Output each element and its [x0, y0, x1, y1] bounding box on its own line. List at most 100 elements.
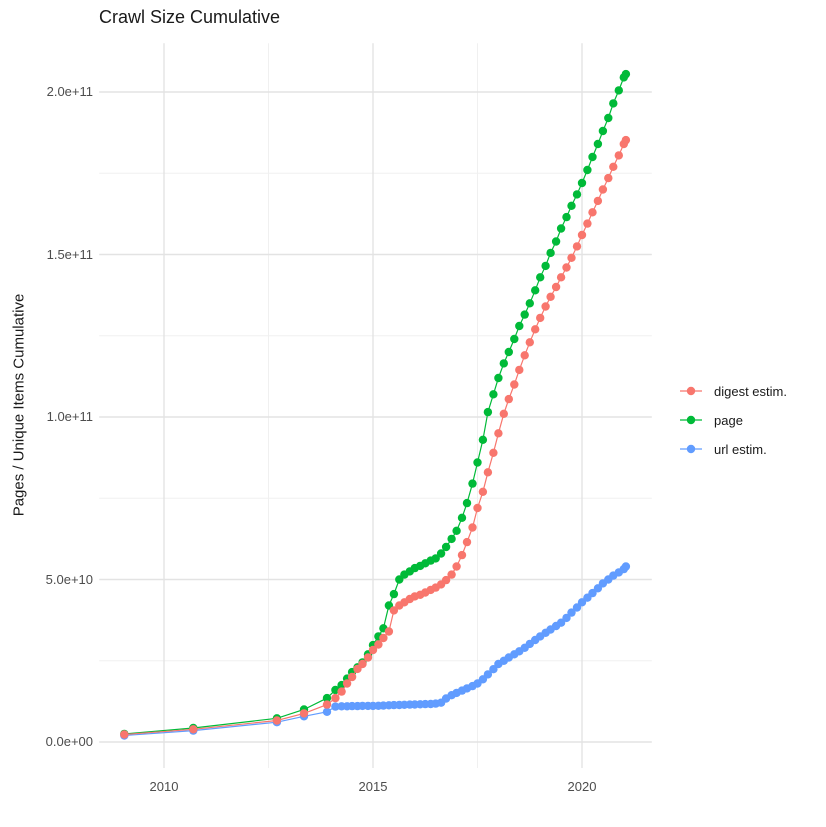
data-point	[478, 435, 488, 444]
data-point	[546, 248, 555, 258]
data-point	[358, 659, 367, 669]
data-point	[567, 253, 576, 262]
data-point	[515, 365, 524, 375]
data-point	[347, 672, 357, 682]
data-point	[567, 201, 576, 210]
data-point	[189, 725, 198, 734]
data-point	[379, 633, 388, 643]
series-page	[120, 69, 631, 739]
data-point	[621, 562, 631, 571]
data-point	[525, 299, 534, 308]
data-point	[520, 351, 529, 360]
legend-key-page-line-dot-icon	[680, 415, 702, 425]
data-point	[556, 618, 566, 627]
data-point	[536, 273, 545, 282]
data-point	[494, 429, 503, 438]
data-point	[546, 292, 555, 301]
data-point	[473, 458, 482, 467]
grid-major	[99, 43, 652, 768]
data-point	[468, 523, 477, 532]
data-point	[331, 693, 340, 703]
data-point	[468, 479, 477, 488]
data-point	[536, 313, 545, 323]
data-point	[462, 537, 472, 547]
data-point	[489, 665, 498, 674]
data-point	[588, 208, 597, 217]
data-point	[577, 178, 587, 188]
data-point	[342, 679, 352, 688]
data-point	[368, 645, 378, 655]
data-point	[441, 542, 451, 552]
data-point	[531, 325, 540, 334]
y-tick-label: 2.0e+11	[46, 84, 93, 99]
data-point	[473, 503, 482, 513]
data-point	[504, 347, 513, 357]
data-point	[598, 126, 608, 136]
data-point	[272, 716, 282, 725]
data-point	[494, 373, 503, 383]
data-point	[322, 707, 332, 716]
data-point	[452, 562, 461, 571]
data-point	[504, 394, 513, 404]
legend-key-dot	[686, 386, 696, 396]
y-tick-label: 1.5e+11	[46, 246, 93, 262]
data-point	[478, 487, 488, 496]
data-point	[483, 407, 493, 417]
legend-entry-digest-estim: digest estim.	[678, 383, 787, 399]
data-point	[588, 152, 597, 162]
y-tick-label: 0.0e+00	[45, 734, 93, 749]
data-point	[337, 687, 346, 696]
legend-key-dot	[686, 444, 696, 454]
data-point	[452, 526, 461, 535]
data-point	[583, 165, 592, 175]
data-point	[431, 554, 440, 563]
data-point	[609, 162, 618, 171]
data-point	[447, 570, 456, 579]
data-point	[621, 135, 631, 145]
data-point	[384, 627, 394, 636]
data-point	[572, 603, 582, 612]
data-point	[483, 670, 493, 679]
legend-label: url estim.	[714, 441, 767, 457]
series-digest-estim-	[120, 135, 631, 739]
y-axis-title: Pages / Unique Items Cumulative	[10, 293, 28, 517]
legend-label: page	[714, 412, 743, 428]
legend-entry-url-estim: url estim.	[678, 441, 787, 457]
legend-key-dot	[686, 415, 696, 425]
data-point	[331, 702, 340, 711]
data-point	[520, 310, 529, 319]
data-point	[604, 173, 613, 183]
data-point	[515, 321, 524, 331]
data-point	[457, 513, 467, 522]
legend-key-digest-line-dot-icon	[680, 386, 702, 396]
data-point	[374, 640, 383, 649]
data-point	[436, 549, 446, 558]
data-point	[510, 334, 519, 344]
data-point	[120, 730, 129, 739]
data-point	[551, 282, 561, 292]
data-point	[389, 606, 399, 615]
data-point	[541, 261, 550, 271]
data-point	[462, 498, 472, 508]
data-point	[551, 237, 561, 246]
data-point	[562, 263, 571, 272]
data-point	[489, 448, 498, 457]
data-point	[322, 693, 332, 703]
x-tick-label: 2010	[149, 779, 179, 794]
data-point	[541, 302, 550, 311]
data-point	[499, 409, 508, 418]
data-point	[572, 190, 582, 199]
legend-entry-page: page	[678, 412, 787, 428]
data-point	[483, 468, 493, 477]
data-point	[441, 575, 451, 585]
data-point	[593, 139, 603, 149]
y-tick-label: 5.0e+10	[45, 571, 93, 587]
chart-title: Crawl Size Cumulative	[99, 7, 281, 27]
data-point	[457, 550, 467, 560]
grid-minor	[99, 43, 652, 768]
data-point	[556, 273, 566, 282]
data-point	[593, 196, 603, 206]
data-point	[499, 359, 508, 368]
